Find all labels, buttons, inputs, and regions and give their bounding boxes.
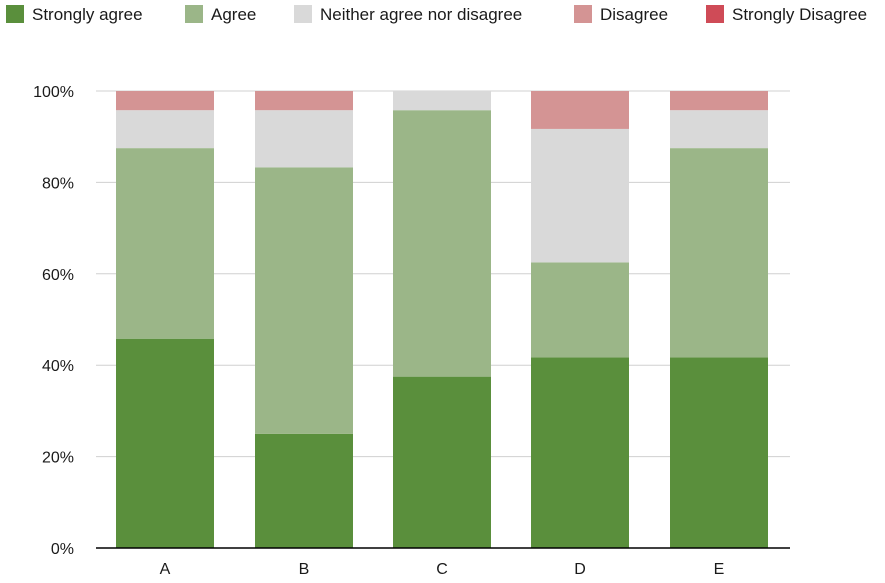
legend-swatch-strongly-agree	[6, 5, 24, 23]
legend-swatch-agree	[185, 5, 203, 23]
y-tick-label-40: 40%	[42, 358, 74, 375]
legend-item-agree: Agree	[185, 5, 256, 24]
legend: Strongly agree Agree Neither agree nor dis…	[6, 5, 867, 24]
legend-swatch-disagree	[574, 5, 592, 23]
legend-item-strongly-agree: Strongly agree	[6, 5, 143, 24]
bar-e-strongly-agree	[670, 357, 768, 548]
bar-group-b	[255, 91, 353, 548]
bar-group-c	[393, 91, 491, 548]
legend-item-disagree: Disagree	[574, 5, 668, 24]
bar-a-disagree	[116, 91, 214, 111]
x-tick-label-a: A	[160, 561, 171, 578]
y-tick-label-60: 60%	[42, 267, 74, 284]
bar-d-neither-agree-nor-disagree	[531, 128, 629, 263]
bar-d-strongly-agree	[531, 357, 629, 548]
legend-item-strongly-disagree: Strongly Disagree	[706, 5, 867, 24]
bar-e-disagree	[670, 91, 768, 111]
bar-b-disagree	[255, 91, 353, 111]
legend-label-disagree: Disagree	[600, 5, 668, 24]
legend-label-strongly-disagree: Strongly Disagree	[732, 5, 867, 24]
y-axis-ticks: 0% 20% 40% 60% 80% 100%	[33, 84, 74, 558]
bar-group-d	[531, 91, 629, 548]
bar-e-agree	[670, 148, 768, 358]
y-tick-label-20: 20%	[42, 450, 74, 467]
bar-c-strongly-agree	[393, 376, 491, 548]
bar-c-agree	[393, 110, 491, 377]
legend-swatch-neither-agree-nor-disagree	[294, 5, 312, 23]
y-tick-label-0: 0%	[51, 541, 74, 558]
legend-label-strongly-agree: Strongly agree	[32, 5, 143, 24]
legend-swatch-strongly-disagree	[706, 5, 724, 23]
x-axis-ticks: A B C D E	[160, 561, 725, 578]
y-tick-label-80: 80%	[42, 175, 74, 192]
bar-b-neither-agree-nor-disagree	[255, 110, 353, 168]
bar-b-agree	[255, 167, 353, 434]
legend-label-neither-agree-nor-disagree: Neither agree nor disagree	[320, 5, 522, 24]
bar-b-strongly-agree	[255, 433, 353, 548]
x-tick-label-b: B	[299, 561, 310, 578]
bar-a-agree	[116, 148, 214, 339]
bars	[116, 91, 768, 548]
bar-group-e	[670, 91, 768, 548]
legend-item-neither-agree-nor-disagree: Neither agree nor disagree	[294, 5, 522, 24]
bar-a-strongly-agree	[116, 338, 214, 548]
legend-label-agree: Agree	[211, 5, 256, 24]
x-tick-label-e: E	[714, 561, 725, 578]
bar-e-neither-agree-nor-disagree	[670, 110, 768, 149]
bar-d-agree	[531, 262, 629, 358]
x-tick-label-c: C	[436, 561, 448, 578]
x-tick-label-d: D	[574, 561, 586, 578]
bar-group-a	[116, 91, 214, 548]
y-tick-label-100: 100%	[33, 84, 74, 101]
bar-d-disagree	[531, 91, 629, 129]
bar-a-neither-agree-nor-disagree	[116, 110, 214, 149]
bar-c-neither-agree-nor-disagree	[393, 91, 491, 111]
